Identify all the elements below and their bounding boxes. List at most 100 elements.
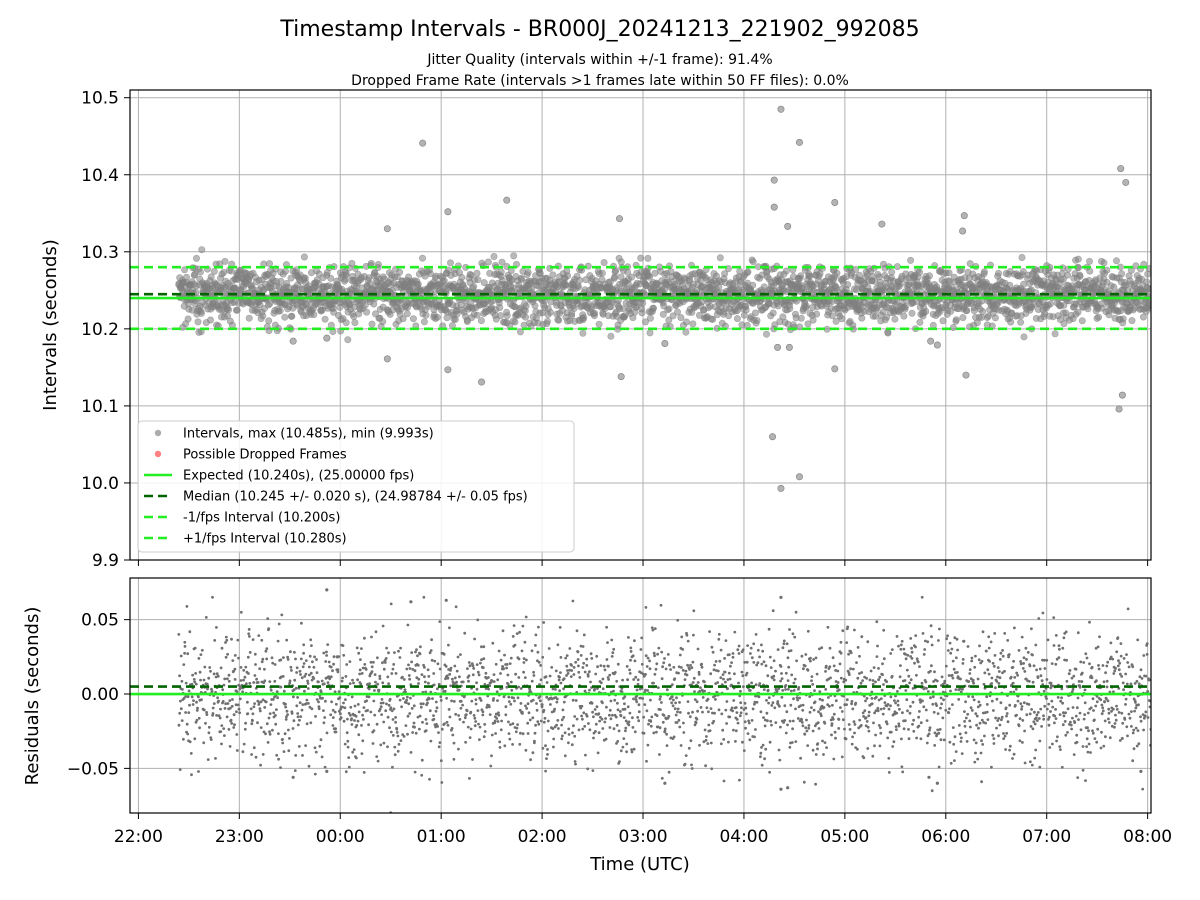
interval-point <box>281 267 289 275</box>
residual-point <box>548 674 552 678</box>
interval-point <box>446 259 454 267</box>
residual-point <box>703 680 706 684</box>
residual-point <box>256 721 259 725</box>
interval-point <box>900 312 908 320</box>
residual-point <box>836 669 840 673</box>
residual-point <box>310 644 313 647</box>
residual-point <box>734 740 737 743</box>
residual-point <box>238 687 242 691</box>
residual-point <box>599 681 603 685</box>
residual-point <box>429 739 433 743</box>
residual-point <box>827 696 830 699</box>
residual-point <box>396 749 400 753</box>
residual-point <box>422 595 426 599</box>
residual-point <box>410 651 414 654</box>
residual-point <box>636 682 640 686</box>
interval-outlier-point <box>383 355 391 363</box>
residual-point <box>315 658 318 661</box>
residual-point <box>549 703 552 706</box>
residual-point <box>183 651 187 655</box>
residual-point <box>245 682 248 686</box>
residual-point <box>247 632 251 636</box>
residual-point <box>435 706 439 710</box>
residual-point <box>551 687 555 691</box>
residual-point <box>696 647 700 651</box>
residual-point <box>750 656 754 660</box>
residual-point <box>800 718 803 722</box>
residual-point <box>188 740 192 744</box>
residual-point <box>358 672 362 676</box>
residual-point <box>325 650 328 654</box>
residual-point <box>662 714 666 717</box>
interval-point <box>1020 333 1028 341</box>
residual-point <box>410 707 414 710</box>
residual-point <box>803 664 807 668</box>
residual-point <box>521 624 525 628</box>
residual-point <box>831 703 834 707</box>
residual-point <box>285 638 289 642</box>
residual-point <box>581 645 585 648</box>
residual-point <box>514 672 517 676</box>
residual-point <box>808 695 812 698</box>
residual-point <box>465 709 469 713</box>
residual-point <box>774 669 777 673</box>
residual-point <box>261 698 265 702</box>
residual-point <box>700 665 704 669</box>
residual-point <box>192 699 195 702</box>
residual-point <box>648 659 651 663</box>
residual-point <box>607 678 610 681</box>
residual-point <box>517 676 521 679</box>
interval-point <box>330 308 338 316</box>
residual-point <box>616 662 620 666</box>
residual-point <box>731 655 735 659</box>
residual-point <box>821 739 824 743</box>
residual-point <box>759 710 763 714</box>
residual-point <box>513 643 517 647</box>
residual-point <box>763 718 767 722</box>
residual-point <box>212 702 216 705</box>
residual-point <box>236 638 240 642</box>
residual-point <box>722 779 726 783</box>
residual-point <box>453 664 457 668</box>
residual-point <box>576 658 580 661</box>
residual-point <box>692 633 695 637</box>
residual-point <box>742 685 745 689</box>
residual-point <box>360 647 363 650</box>
residual-point <box>381 661 384 665</box>
residual-point <box>485 706 489 709</box>
residual-point <box>726 687 729 691</box>
residual-point <box>750 681 753 685</box>
residual-point <box>515 632 519 635</box>
residual-point <box>622 737 626 740</box>
residual-point <box>284 702 287 706</box>
residual-point <box>442 652 446 656</box>
residual-point <box>832 712 836 716</box>
residual-point <box>739 689 742 693</box>
residual-point <box>302 651 305 655</box>
residual-point <box>185 722 189 726</box>
residual-point <box>539 719 543 723</box>
residual-point <box>777 748 781 752</box>
residual-point <box>556 719 560 722</box>
residual-point <box>781 646 785 650</box>
residual-point <box>387 682 390 686</box>
residual-point <box>246 700 249 704</box>
residual-point <box>306 679 309 683</box>
interval-point <box>496 304 504 312</box>
top-x-axis-ticks <box>137 560 1149 566</box>
residual-point <box>494 712 498 716</box>
residual-point <box>684 669 688 673</box>
residual-point <box>444 677 447 681</box>
residual-point <box>724 708 728 712</box>
residual-point <box>575 629 579 633</box>
residual-point <box>432 714 435 717</box>
residual-point <box>261 753 265 756</box>
interval-outlier-point <box>478 378 486 386</box>
residual-point <box>371 742 375 745</box>
residual-point <box>264 700 268 704</box>
residual-point <box>466 667 469 670</box>
residual-point <box>349 705 353 709</box>
residual-point <box>468 664 472 668</box>
residual-point <box>242 668 246 672</box>
residual-point <box>816 742 820 745</box>
